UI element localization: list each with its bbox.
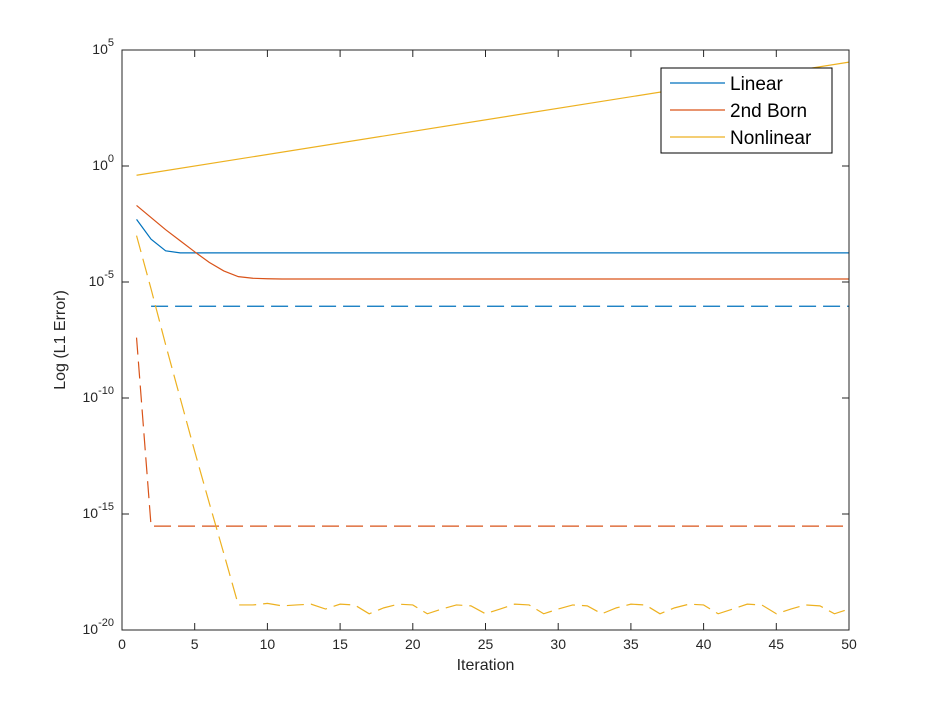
x-axis-label: Iteration [457, 657, 515, 674]
y-tick-label: 10-10 [83, 385, 114, 405]
x-tick-label: 10 [260, 636, 276, 652]
legend-label: Nonlinear [730, 128, 812, 149]
x-tick-label: 35 [623, 636, 639, 652]
x-tick-label: 15 [332, 636, 348, 652]
x-tick-label: 40 [696, 636, 712, 652]
y-axis-label: Log (L1 Error) [52, 290, 69, 390]
series-line-4-dashed [135, 337, 849, 527]
legend: Linear 2nd Born Nonlinear [660, 67, 833, 154]
x-tick-label: 50 [841, 636, 857, 652]
series-line-0-solid [136, 219, 849, 254]
series-line-5-dashed [135, 235, 850, 615]
legend-label: Linear [730, 74, 783, 95]
y-tick-label: 105 [92, 37, 114, 57]
y-tick-label: 10-15 [83, 501, 114, 521]
ticks-layer: 0 5 10 15 20 25 30 35 40 45 50 10-20 10-15 10-10 10-5 1… [83, 37, 857, 652]
x-tick-label: 0 [118, 636, 126, 652]
y-tick-label: 10-5 [89, 269, 114, 289]
x-tick-label: 5 [191, 636, 199, 652]
x-tick-label: 45 [769, 636, 785, 652]
series-line-1-solid [136, 204, 849, 280]
x-tick-label: 25 [478, 636, 494, 652]
x-tick-label: 30 [550, 636, 566, 652]
x-tick-label: 20 [405, 636, 421, 652]
y-tick-label: 10-20 [83, 617, 114, 637]
legend-label: 2nd Born [730, 101, 807, 122]
y-tick-label: 100 [92, 153, 114, 173]
